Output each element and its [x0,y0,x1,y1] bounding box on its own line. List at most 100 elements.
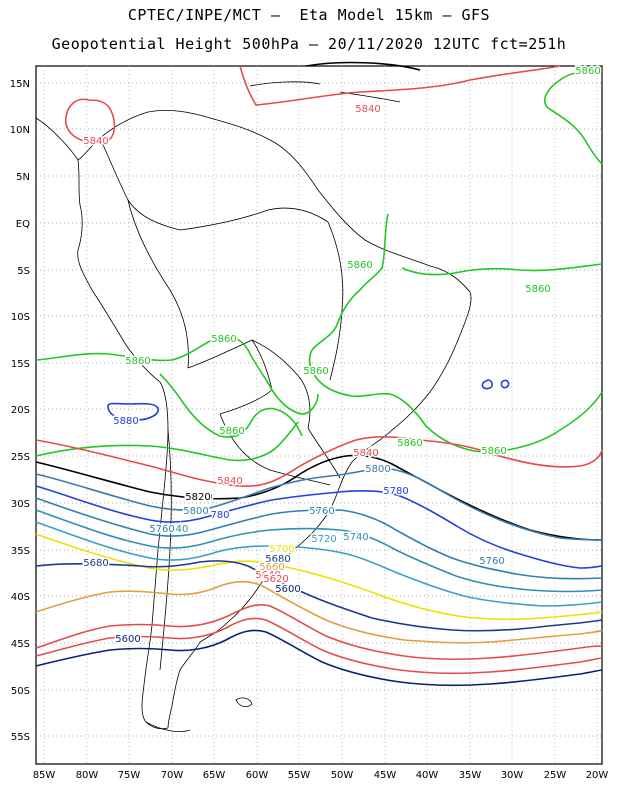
lon-tick-label: 55W [288,770,311,781]
height-contours [35,61,603,687]
contour-5820 [35,454,603,541]
contour-label: 780 [210,510,229,521]
contour-5700 [35,533,603,621]
lon-tick-label: 60W [246,770,269,781]
contour-5860 [401,263,603,276]
contour-5880 [481,379,510,390]
contour-label: 5740 [343,532,368,543]
contour-labels: 5860 5840 5840 5860 5860 5860 5860 5860 5860 5880… [82,65,602,647]
lat-tick-label: 30S [11,499,30,510]
border-argentina-north [219,413,331,486]
border-andes [127,199,189,369]
contour-label: 5660 [259,562,284,573]
lat-tick-label: 15N [10,79,30,90]
graticule-grid [36,66,602,764]
contour-label: 5800 [365,464,390,475]
coastlines-borders [35,81,472,732]
contour-5740 [35,509,603,593]
contour-label: 5840 [355,104,380,115]
border-chile-argentina [159,429,172,671]
contour-5860 [308,213,603,453]
contour-5760 [35,497,603,580]
contour-label: 5600 [115,634,140,645]
border-colombia-venezuela [99,137,181,231]
lat-tick-label: 40S [11,592,30,603]
contour-label: 5860 [397,438,422,449]
coastline-falklands [235,697,253,708]
border-brazil-north [179,207,329,231]
contour-5840 [64,98,116,144]
contour-label: 5760 [149,524,174,535]
lat-tick-label: 10N [10,125,30,136]
contour-label: 5620 [263,574,288,585]
contour-5840 [35,436,603,487]
axis-tick-labels: 15N 10N 5N EQ 5S 10S 15S 20S 25S 30S 35S 40S 45S 50S 5… [10,79,609,781]
contour-5800 [35,467,603,541]
contour-label: 5860 [525,284,550,295]
lon-tick-label: 75W [118,770,141,781]
lon-tick-label: 35W [459,770,482,781]
map-title-line2: Geopotential Height 500hPa – 20/11/2020 … [51,35,567,53]
lon-tick-label: 25W [544,770,567,781]
contour-5880 [107,402,159,421]
contour-label: 5760 [479,556,504,567]
lat-tick-label: 55S [11,732,30,743]
lon-tick-label: 50W [331,770,354,781]
lat-tick-label: 35S [11,546,30,557]
lon-tick-label: 80W [76,770,99,781]
lat-tick-label: 45S [11,639,30,650]
lat-tick-label: EQ [16,219,30,230]
contour-5720 [35,521,603,607]
coastline-caribbean [35,110,472,643]
lon-tick-label: 20W [586,770,609,781]
contour-5640 [35,603,603,661]
lon-tick-label: 65W [203,770,226,781]
lat-tick-label: 5S [17,266,30,277]
lat-tick-label: 20S [11,405,30,416]
border-brazil-interior [327,221,344,381]
contour-5860 [544,67,603,165]
contour-5860 [159,373,303,438]
contour-label: 5840 [353,448,378,459]
contour-5620 [35,617,603,675]
border-paraguay [251,339,311,429]
contour-5820 [305,61,421,71]
contour-label: 5680 [265,554,290,565]
coastline-patagonia [167,641,201,729]
lon-tick-label: 40W [416,770,439,781]
contour-label: 5600 [275,584,300,595]
contour-label: 5720 [311,534,336,545]
contour-label: 5880 [113,416,138,427]
contour-label: 5860 [575,66,600,77]
contour-label: 5860 [125,356,150,367]
contour-label: 5840 [217,476,242,487]
lat-tick-label: 25S [11,452,30,463]
contour-5680 [35,560,603,632]
contour-label: 5820 [185,492,210,503]
contour-label: 5820 [187,492,212,503]
contour-label: 40 [176,524,189,535]
contour-label: 5700 [269,544,294,555]
contour-label: 5860 [211,334,236,345]
contour-label: 5860 [219,426,244,437]
contour-label: 5760 [309,506,334,517]
contour-label: 5680 [83,558,108,569]
lon-tick-label: 45W [374,770,397,781]
contour-label: 5640 [255,570,280,581]
contour-5860 [35,421,299,462]
lat-tick-label: 5N [16,172,30,183]
lon-tick-label: 70W [161,770,184,781]
contour-label: 5780 [383,486,408,497]
contour-label: 5800 [183,506,208,517]
border-bolivia [187,339,273,415]
contour-label: 5840 [83,136,108,147]
map-title-line1: CPTEC/INPE/MCT – Eta Model 15km – GFS [127,6,491,24]
contour-5600 [35,629,603,687]
contour-5780 [35,485,603,569]
lat-tick-label: 15S [11,359,30,370]
lon-tick-label: 30W [501,770,524,781]
contour-label: 5860 [481,446,506,457]
contour-5660 [35,580,603,644]
lat-tick-label: 50S [11,686,30,697]
